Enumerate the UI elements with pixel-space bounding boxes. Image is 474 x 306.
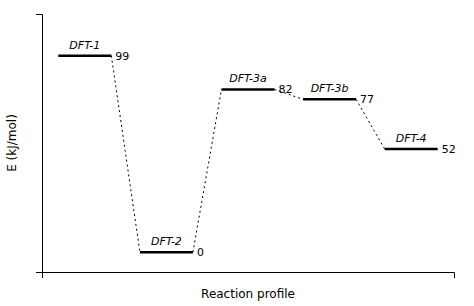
annotation: DFT-2: [151, 235, 182, 248]
x-axis-line: [43, 273, 455, 279]
chart: 99 0 82 77 52 DFT-1 DFT-2 DFT-3a DFT-3b DFT-4 Reac…: [0, 0, 474, 306]
y-axis: [36, 15, 43, 273]
annotation: DFT-3a: [229, 72, 267, 85]
data-label: 99: [115, 50, 129, 63]
marks: [58, 56, 437, 252]
energy-level: [58, 54, 111, 57]
data-label: 82: [279, 83, 293, 96]
labels: 99 0 82 77 52 DFT-1 DFT-2 DFT-3a DFT-3b DFT-4: [69, 39, 455, 259]
annotation: DFT-1: [69, 39, 100, 52]
x-axis-title: Reaction profile: [201, 287, 295, 301]
data-label: 52: [442, 143, 456, 156]
energy-level: [140, 251, 193, 254]
connector: [193, 89, 222, 252]
annotation: DFT-4: [396, 132, 427, 145]
energy-level: [303, 98, 356, 101]
data-label: 77: [360, 93, 374, 106]
connector: [356, 99, 385, 149]
connector: [111, 56, 140, 252]
data-label: 0: [197, 246, 204, 259]
y-axis-title: E (kJ/mol): [5, 114, 19, 172]
plot: 99 0 82 77 52 DFT-1 DFT-2 DFT-3a DFT-3b DFT-4: [36, 15, 456, 279]
energy-level: [385, 148, 438, 151]
annotation: DFT-3b: [311, 82, 349, 95]
y-axis-line: [36, 15, 43, 273]
energy-level: [221, 88, 274, 91]
x-axis: [43, 273, 455, 279]
